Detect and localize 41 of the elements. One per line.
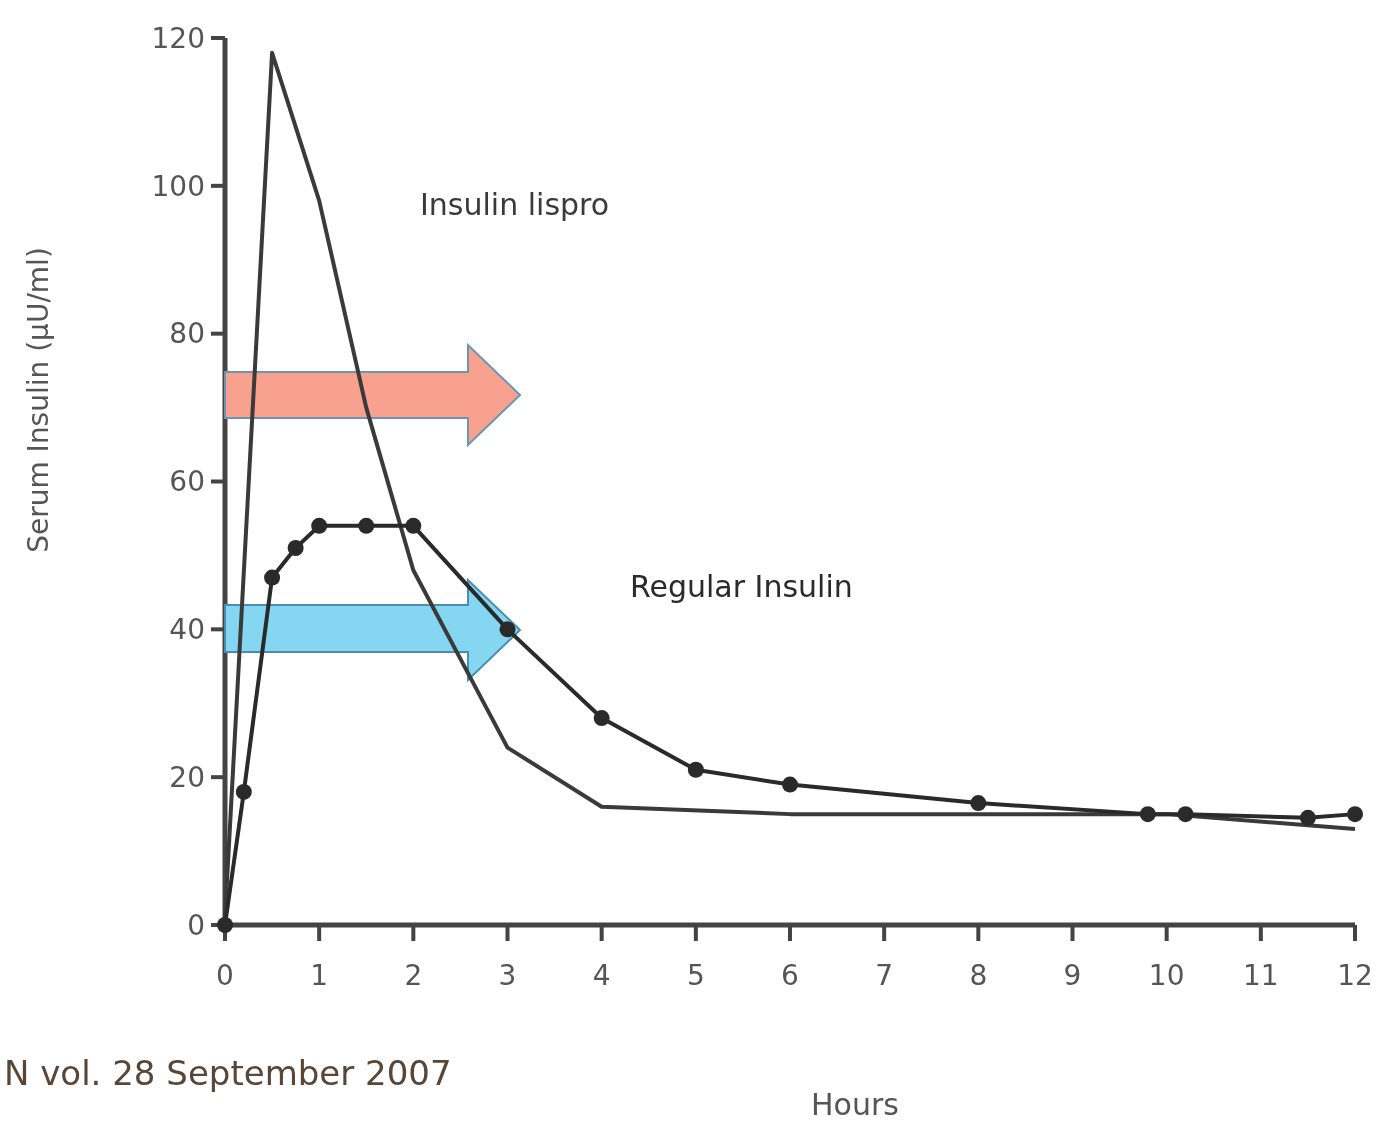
point xyxy=(1177,806,1194,823)
x-tick-label: 4 xyxy=(592,959,611,992)
point xyxy=(311,517,328,534)
y-axis-title: Serum Insulin (μU/ml) xyxy=(22,247,55,553)
y-tick-label: 80 xyxy=(169,317,205,351)
y-tick-label: 20 xyxy=(169,760,205,794)
point xyxy=(782,776,798,793)
x-tick-label: 11 xyxy=(1243,959,1279,992)
x-tick-label: 5 xyxy=(686,959,705,992)
point xyxy=(235,783,252,800)
x-axis-title: Hours xyxy=(811,1087,899,1122)
x-tick-label: 2 xyxy=(404,959,423,992)
x-tick-label: 7 xyxy=(875,959,894,992)
point xyxy=(358,517,375,534)
point xyxy=(499,621,516,638)
x-tick-label: 1 xyxy=(310,959,329,992)
point xyxy=(970,795,987,812)
x-tick-label: 8 xyxy=(969,959,988,992)
point xyxy=(264,569,281,586)
point xyxy=(1347,806,1363,823)
x-tick-label: 6 xyxy=(781,959,799,992)
text: Insulin lispro xyxy=(420,187,610,222)
x-tick-label: 3 xyxy=(498,959,517,992)
point xyxy=(1139,806,1156,823)
point xyxy=(217,917,233,933)
y-tick-label: 100 xyxy=(151,169,205,203)
y-tick-label: 60 xyxy=(169,465,205,499)
x-tick-label: 9 xyxy=(1063,959,1082,992)
point xyxy=(1299,809,1316,826)
y-tick-label: 0 xyxy=(187,908,205,942)
text: Regular Insulin xyxy=(630,569,853,604)
point xyxy=(287,540,304,557)
x-tick-label: 12 xyxy=(1337,959,1373,992)
x-tick-label: 0 xyxy=(216,959,234,992)
y-tick-label: 120 xyxy=(151,21,205,55)
point xyxy=(405,517,422,534)
x-tick-label: 10 xyxy=(1148,959,1185,992)
point xyxy=(687,761,704,778)
point xyxy=(593,710,610,727)
text: N vol. 28 September 2007 xyxy=(4,1053,452,1093)
y-tick-label: 40 xyxy=(169,613,205,647)
